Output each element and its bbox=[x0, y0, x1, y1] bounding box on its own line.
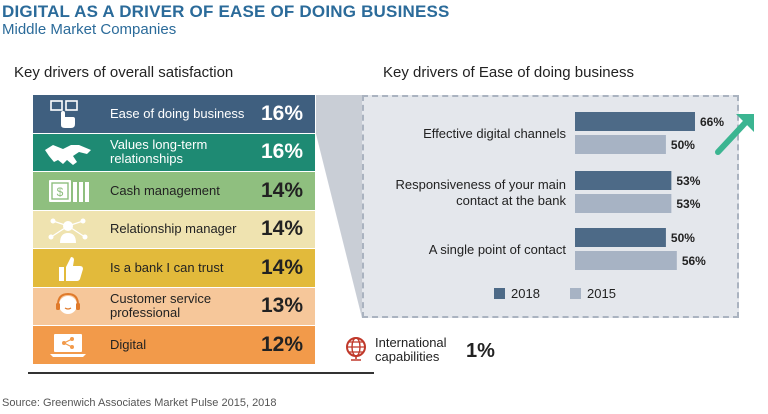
cash-icon: $ bbox=[49, 180, 89, 202]
legend-label: 2018 bbox=[511, 286, 540, 301]
bar-2018 bbox=[575, 228, 666, 247]
category-label: A single point of contact bbox=[429, 242, 567, 257]
data-label: 56% bbox=[682, 254, 706, 268]
legend-swatch-2015 bbox=[570, 288, 581, 299]
legend-label: 2015 bbox=[587, 286, 616, 301]
data-label: 53% bbox=[676, 174, 700, 188]
driver-percent: 12% bbox=[260, 332, 303, 356]
international-capabilities-percent: 1% bbox=[466, 340, 495, 362]
data-label: 53% bbox=[676, 197, 700, 211]
driver-row: Customer service professional 13% bbox=[33, 287, 315, 326]
driver-row: Is a bank I can trust 14% bbox=[33, 249, 315, 288]
driver-label: Customer service professional bbox=[110, 291, 212, 321]
driver-row: Relationship manager 14% bbox=[33, 210, 315, 249]
driver-percent: 14% bbox=[260, 255, 303, 279]
category-label: Effective digital channels bbox=[423, 126, 566, 141]
drivers-list: Ease of doing business 16% Values long-t… bbox=[33, 95, 315, 365]
driver-label: Ease of doing business bbox=[110, 105, 245, 121]
data-label: 66% bbox=[700, 115, 724, 129]
up-trend-arrowhead bbox=[736, 114, 754, 132]
driver-percent: 13% bbox=[260, 294, 303, 318]
chart-title: DIGITAL AS A DRIVER OF EASE OF DOING BUS… bbox=[2, 2, 450, 21]
baseline-divider bbox=[28, 372, 374, 374]
globe-icon bbox=[346, 337, 366, 361]
bar-2015 bbox=[575, 251, 677, 270]
driver-row: $ Cash management 14% bbox=[33, 172, 315, 211]
svg-text:$: $ bbox=[57, 185, 64, 199]
bar-2015 bbox=[575, 135, 666, 154]
left-heading: Key drivers of overall satisfaction bbox=[14, 64, 234, 81]
driver-percent: 14% bbox=[260, 178, 303, 202]
driver-row: Values long-term relationships 16% bbox=[33, 133, 315, 172]
thumbs-up-icon bbox=[59, 257, 83, 281]
laptop-share-icon bbox=[50, 334, 86, 357]
chart-subtitle: Middle Market Companies bbox=[2, 21, 177, 38]
driver-label: Is a bank I can trust bbox=[110, 259, 224, 275]
driver-row: Digital 12% bbox=[33, 326, 315, 365]
driver-percent: 16% bbox=[260, 140, 303, 164]
legend-swatch-2018 bbox=[494, 288, 505, 299]
data-label: 50% bbox=[671, 138, 695, 152]
callout-panel bbox=[362, 95, 739, 318]
source-note: Source: Greenwich Associates Market Puls… bbox=[2, 397, 277, 409]
international-capabilities-label: International capabilities bbox=[375, 335, 447, 364]
driver-percent: 16% bbox=[260, 101, 303, 125]
bar-2018 bbox=[575, 171, 672, 190]
driver-label: Digital bbox=[110, 336, 147, 352]
category-label: Responsiveness of your main bbox=[395, 177, 566, 192]
bar-2015 bbox=[575, 194, 672, 213]
driver-percent: 14% bbox=[260, 217, 303, 241]
network-person-icon bbox=[48, 218, 88, 243]
handshake-icon bbox=[45, 144, 91, 165]
data-label: 50% bbox=[671, 231, 695, 245]
right-heading: Key drivers of Ease of doing business bbox=[383, 64, 634, 81]
up-trend-arrow bbox=[715, 119, 749, 155]
bar-2018 bbox=[575, 112, 695, 131]
driver-label: Cash management bbox=[110, 182, 220, 198]
category-label: contact at the bank bbox=[456, 193, 566, 208]
driver-row: Ease of doing business 16% bbox=[33, 95, 315, 134]
driver-label: Values long-term relationships bbox=[110, 137, 208, 167]
driver-label: Relationship manager bbox=[110, 221, 237, 237]
touch-screen-icon bbox=[50, 100, 78, 128]
headset-person-icon bbox=[56, 292, 80, 314]
